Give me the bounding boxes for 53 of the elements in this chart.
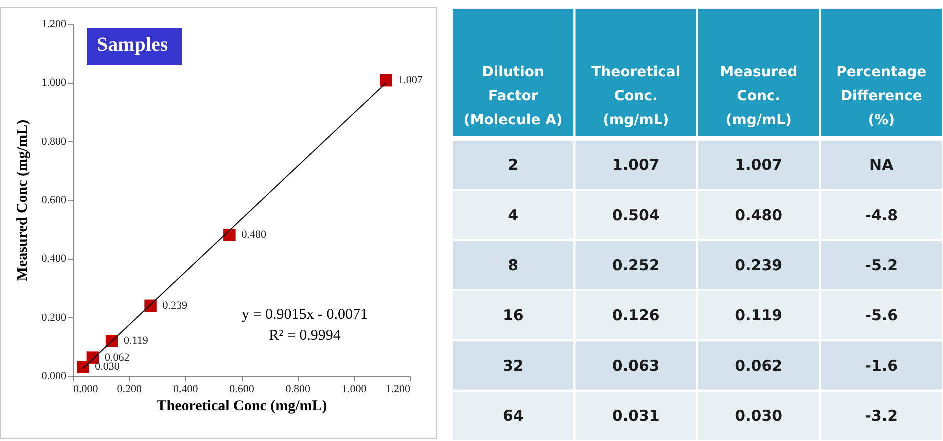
- y-tick-label: 0.200: [42, 312, 67, 324]
- text: Samples: [87, 28, 182, 65]
- y-tick-label: 0.400: [42, 253, 67, 266]
- y-tick-label: 0.800: [42, 136, 67, 148]
- category-label: Percentage Difference (%): [836, 64, 927, 128]
- text: 0.063: [612, 356, 660, 375]
- data-label: 1.007: [398, 74, 424, 87]
- annotation: y = 0.9015x - 0.0071: [242, 307, 368, 323]
- annotation: R² = 0.9994: [269, 328, 342, 344]
- y-tick-label: 1.000: [42, 77, 67, 90]
- x-tick-label: 0.400: [173, 384, 199, 396]
- x-tick-label: 0.000: [74, 384, 99, 396]
- text: 0.252: [612, 256, 660, 274]
- text: 0.062: [735, 356, 783, 375]
- text: -5.2: [865, 256, 898, 274]
- x-tick-label: 0.600: [230, 384, 255, 396]
- data-label: 0.119: [124, 335, 149, 348]
- x-tick-label: 1.000: [342, 384, 368, 396]
- text: NA: [870, 156, 894, 174]
- text: 16: [502, 306, 524, 325]
- text: -5.6: [865, 306, 898, 325]
- text: 0.480: [735, 206, 783, 224]
- y-tick-label: 0.600: [42, 194, 67, 206]
- x-tick-label: 0.200: [117, 384, 143, 396]
- text: 64: [502, 406, 524, 425]
- text: 0.239: [735, 256, 783, 274]
- y-tick-label: 0.000: [42, 370, 67, 382]
- text: 0.030: [735, 406, 783, 425]
- data-label: 0.062: [104, 352, 130, 364]
- y-axis-title: Measured Conc (mg/mL): [14, 120, 31, 282]
- text: 4: [508, 206, 519, 224]
- text: 1.007: [735, 156, 783, 174]
- x-tick-label: 1.200: [386, 384, 411, 396]
- text: -4.8: [865, 206, 898, 224]
- y-tick-label: 1.200: [42, 18, 67, 30]
- text: 0.126: [612, 306, 660, 325]
- category-label: Measured Conc. (mg/mL): [720, 64, 798, 128]
- category-label: Dilution Factor (Molecule A): [464, 64, 563, 128]
- data-label: 0.030: [95, 361, 120, 374]
- text: -1.6: [865, 356, 898, 375]
- data-label: 0.239: [162, 300, 188, 312]
- x-axis-title: Theoretical Conc (mg/mL): [156, 398, 328, 414]
- text: 1.007: [612, 156, 660, 174]
- text: 0.031: [612, 406, 660, 425]
- text: 2: [508, 156, 519, 174]
- text: 32: [502, 356, 524, 375]
- text: 0.119: [735, 306, 783, 325]
- text: -3.2: [865, 406, 898, 425]
- text: 8: [508, 256, 519, 274]
- x-tick-label: 0.800: [286, 384, 312, 396]
- category-label: Theoretical Conc. (mg/mL): [592, 64, 681, 128]
- text: 0.504: [612, 206, 660, 224]
- data-label: 0.480: [242, 229, 267, 242]
